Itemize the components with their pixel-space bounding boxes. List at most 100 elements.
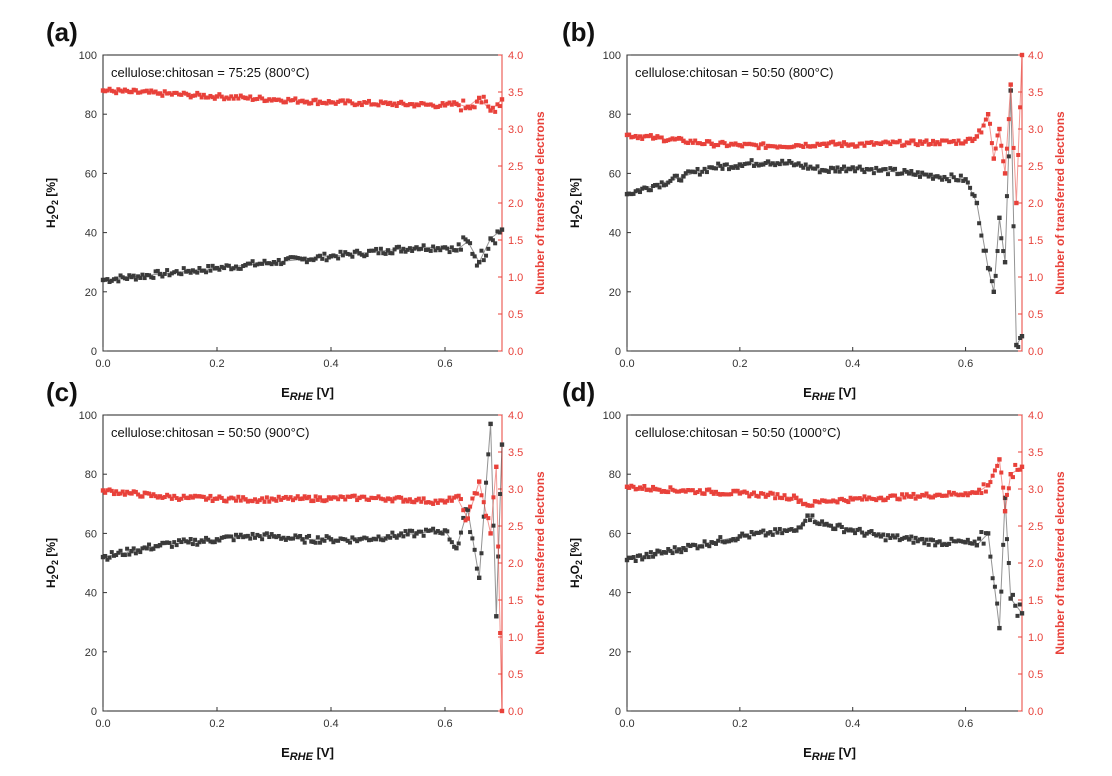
data-point bbox=[749, 158, 754, 163]
data-point bbox=[681, 546, 686, 551]
data-point bbox=[677, 547, 682, 552]
data-point bbox=[624, 132, 630, 138]
x-axis-label: ERHE [V] bbox=[281, 745, 334, 763]
data-point bbox=[718, 140, 723, 145]
data-point bbox=[1002, 260, 1008, 265]
data-point bbox=[421, 243, 426, 248]
data-point bbox=[219, 495, 224, 500]
data-point bbox=[210, 499, 215, 504]
data-point bbox=[208, 539, 213, 544]
data-point bbox=[343, 250, 348, 255]
data-point bbox=[666, 138, 671, 143]
data-point bbox=[733, 488, 738, 493]
data-point bbox=[648, 133, 653, 138]
data-point bbox=[974, 543, 980, 548]
data-point bbox=[210, 263, 215, 268]
data-point bbox=[103, 89, 108, 94]
data-point bbox=[848, 527, 853, 532]
data-point bbox=[412, 534, 417, 539]
data-point bbox=[860, 530, 865, 535]
data-point bbox=[197, 266, 202, 271]
data-point bbox=[336, 497, 341, 502]
data-point bbox=[707, 165, 712, 170]
data-point bbox=[174, 269, 179, 274]
data-point bbox=[928, 141, 933, 146]
data-point bbox=[392, 534, 397, 539]
data-point bbox=[179, 496, 184, 501]
data-point bbox=[842, 140, 847, 145]
data-point bbox=[782, 161, 787, 166]
data-point bbox=[888, 493, 893, 498]
data-point bbox=[848, 142, 853, 147]
data-point bbox=[286, 96, 291, 101]
data-point bbox=[281, 495, 286, 500]
data-point bbox=[974, 134, 980, 139]
data-point bbox=[245, 96, 250, 101]
data-point bbox=[169, 271, 174, 276]
data-point bbox=[497, 230, 502, 235]
data-point bbox=[926, 142, 931, 147]
data-point bbox=[219, 264, 224, 269]
data-point bbox=[633, 189, 638, 194]
data-point bbox=[997, 625, 1002, 631]
data-point bbox=[968, 541, 973, 546]
data-point bbox=[447, 100, 452, 105]
data-point bbox=[470, 536, 475, 541]
data-point bbox=[796, 525, 801, 530]
data-point bbox=[915, 143, 920, 148]
data-point bbox=[403, 497, 408, 502]
data-point bbox=[201, 92, 206, 97]
data-point bbox=[700, 142, 705, 147]
data-point bbox=[309, 101, 314, 106]
right-tick-label: 1.0 bbox=[1028, 272, 1043, 284]
data-point bbox=[359, 536, 364, 541]
data-point bbox=[716, 538, 721, 543]
data-point bbox=[791, 163, 796, 168]
data-point bbox=[974, 200, 980, 206]
data-point bbox=[885, 172, 890, 177]
data-point bbox=[136, 90, 141, 95]
data-point bbox=[155, 495, 160, 500]
data-point bbox=[338, 98, 343, 103]
right-y-axis-label: Number of transferred electrons bbox=[1053, 111, 1067, 295]
data-point bbox=[988, 267, 993, 272]
left-tick-label: 0 bbox=[615, 346, 621, 358]
plot-frame bbox=[626, 54, 1023, 352]
right-tick-label: 1.0 bbox=[1028, 632, 1043, 644]
data-point bbox=[204, 270, 209, 275]
data-point bbox=[951, 490, 956, 495]
data-point bbox=[954, 178, 959, 183]
data-point bbox=[281, 100, 286, 105]
data-point bbox=[378, 99, 383, 104]
data-point bbox=[435, 529, 440, 534]
data-point bbox=[414, 531, 419, 536]
data-point bbox=[787, 145, 792, 150]
data-point bbox=[674, 173, 679, 178]
data-point bbox=[309, 257, 314, 262]
data-point bbox=[338, 494, 343, 499]
data-point bbox=[447, 495, 452, 500]
data-point bbox=[177, 92, 181, 97]
data-point bbox=[651, 136, 656, 141]
data-point bbox=[324, 258, 329, 263]
data-point bbox=[463, 507, 468, 512]
left-tick-label: 40 bbox=[609, 588, 621, 600]
data-point bbox=[435, 104, 440, 109]
data-point bbox=[837, 169, 842, 174]
right-tick-label: 0.5 bbox=[1028, 669, 1043, 681]
data-point bbox=[801, 144, 806, 149]
data-point bbox=[751, 532, 756, 537]
data-point bbox=[862, 494, 867, 499]
data-point bbox=[995, 463, 1000, 468]
data-point bbox=[688, 544, 693, 549]
data-point bbox=[655, 134, 660, 139]
data-point bbox=[147, 273, 152, 278]
data-point bbox=[238, 266, 243, 271]
data-point bbox=[922, 139, 927, 144]
data-point bbox=[147, 491, 152, 496]
data-point bbox=[718, 163, 723, 168]
data-point bbox=[735, 165, 740, 170]
data-point bbox=[655, 548, 660, 553]
right-tick-label: 1.0 bbox=[508, 632, 523, 644]
data-point bbox=[900, 171, 905, 176]
